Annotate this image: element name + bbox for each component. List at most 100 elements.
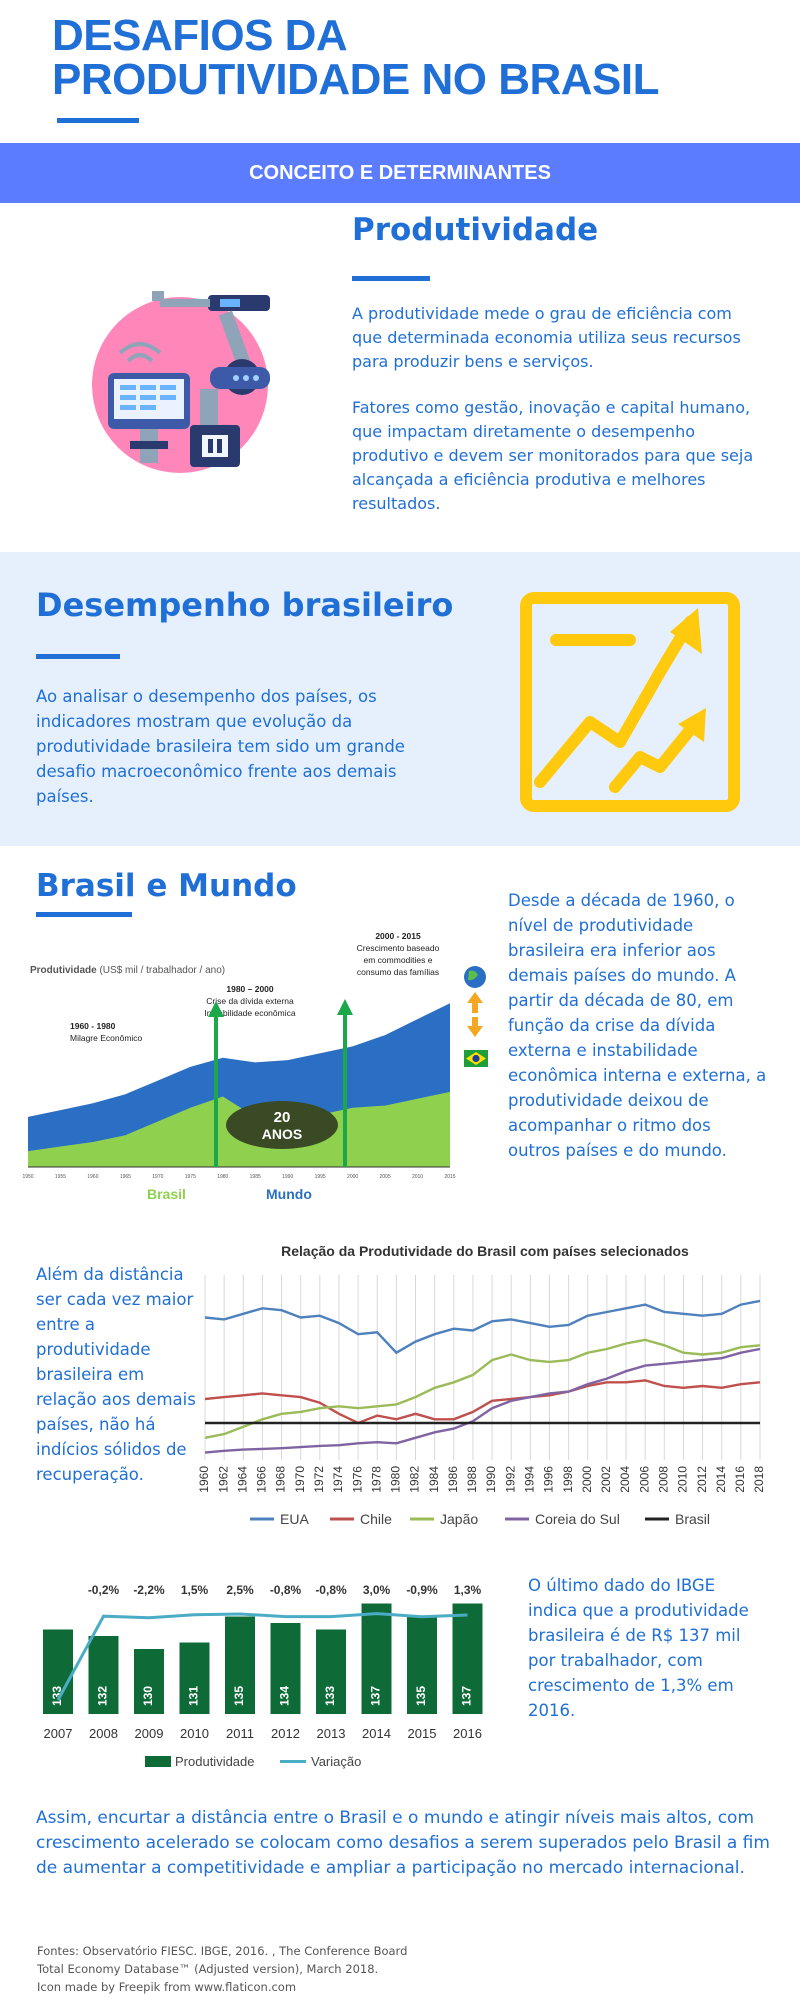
title-line-2: PRODUTIVIDADE NO BRASIL — [52, 55, 659, 104]
bar-label: 132 — [96, 1686, 110, 1706]
conclusao-text: Assim, encurtar a distância entre o Bras… — [36, 1808, 770, 1878]
series-japão — [204, 1338, 761, 1439]
line-x-tick: 2002 — [599, 1466, 613, 1493]
ann-2000-text3: consumo das famílias — [357, 967, 439, 977]
bar-2014 — [361, 1603, 392, 1714]
series-coreia-do-sul — [204, 1347, 761, 1454]
produtividade-heading: Produtividade — [352, 212, 599, 248]
variation-label: -2,2% — [133, 1583, 165, 1597]
series-chile — [204, 1379, 761, 1425]
banner-text: CONCEITO E DETERMINANTES — [249, 162, 551, 184]
legend-label: Brasil — [675, 1511, 710, 1527]
bar-x-tick: 2009 — [135, 1726, 164, 1741]
area-x-tick: 2010 — [412, 1174, 423, 1180]
bar-label: 131 — [187, 1686, 201, 1706]
ann-1980-text2: Instabilidade econômica — [204, 1008, 295, 1018]
ann-2000-text1: Crescimento baseado — [357, 943, 440, 953]
line-x-tick: 1970 — [293, 1466, 307, 1493]
oval-number: 20 — [274, 1109, 291, 1126]
area-x-tick: 1985 — [250, 1174, 261, 1180]
up-arrow-icon — [467, 992, 483, 1013]
desempenho-underline — [36, 654, 120, 659]
growth-chart-icon — [520, 592, 740, 812]
ann-1980-text1: Crise da dívida externa — [206, 996, 294, 1006]
variation-line — [56, 1612, 468, 1701]
line-x-tick: 1988 — [465, 1466, 479, 1493]
line-x-tick: 1976 — [350, 1466, 364, 1493]
area-x-tick: 1960 — [87, 1174, 98, 1180]
line-x-tick: 2000 — [580, 1466, 594, 1493]
variation-label: -0,8% — [270, 1583, 302, 1597]
bar-x-tick: 2008 — [89, 1726, 118, 1741]
area-x-tick: 1995 — [315, 1174, 326, 1180]
bar-x-tick: 2007 — [44, 1726, 73, 1741]
bar-2011 — [225, 1616, 255, 1714]
line-x-tick: 1992 — [503, 1466, 517, 1493]
produtividade-p2: Fatores como gestão, inovação e capital … — [352, 398, 754, 513]
line-x-tick: 1984 — [427, 1466, 441, 1493]
bar-x-tick: 2011 — [226, 1726, 254, 1741]
area-x-tick: 1975 — [185, 1174, 196, 1180]
twenty-years-oval — [226, 1101, 338, 1149]
line-x-tick: 2012 — [695, 1466, 709, 1493]
bar-x-tick: 2013 — [317, 1726, 346, 1741]
variation-label: 2,5% — [226, 1583, 254, 1597]
brasil-mundo-heading: Brasil e Mundo — [36, 868, 297, 904]
produtividade-underline — [352, 276, 430, 281]
line-x-tick: 2016 — [733, 1466, 747, 1493]
oval-text: ANOS — [262, 1126, 302, 1142]
line-x-tick: 1964 — [235, 1466, 249, 1493]
bar-2012 — [270, 1623, 301, 1714]
variation-label: 3,0% — [363, 1583, 391, 1597]
line-x-tick: 1990 — [484, 1466, 498, 1493]
variation-label: -0,8% — [315, 1583, 347, 1597]
area-x-tick: 1955 — [55, 1174, 66, 1180]
bar-label: 137 — [460, 1686, 474, 1706]
bar-label: 130 — [141, 1686, 155, 1706]
ann-1960-title: 1960 - 1980 — [70, 1021, 116, 1031]
series-eua — [204, 1299, 761, 1355]
bar-x-tick: 2016 — [453, 1726, 482, 1741]
bar-label: 133 — [323, 1686, 337, 1706]
variation-label: 1,3% — [454, 1583, 482, 1597]
desempenho-text: Ao analisar o desempenho dos países, os … — [36, 687, 405, 806]
ann-2000-title: 2000 - 2015 — [375, 931, 421, 941]
bar-x-tick: 2010 — [180, 1726, 209, 1741]
ibge-bar-chart: 133 2007 132 2008 -0,2% 130 2009 -2,2% 131 2010 1,… — [43, 1583, 483, 1769]
line-x-tick: 1960 — [197, 1466, 211, 1493]
bar-2008 — [88, 1636, 119, 1714]
footer-line-1: Fontes: Observatório FIESC. IBGE, 2016. … — [37, 1944, 408, 1958]
legend-label: Produtividade — [175, 1754, 255, 1769]
ann-1980-title: 1980 – 2000 — [226, 984, 274, 994]
ann-2000-text2: em commodities e — [364, 955, 433, 965]
line-x-tick: 2008 — [656, 1466, 670, 1493]
line-x-tick: 1994 — [523, 1466, 537, 1493]
area-x-tick: 2000 — [347, 1174, 358, 1180]
line-x-tick: 2010 — [676, 1466, 690, 1493]
area-x-tick: 1990 — [282, 1174, 293, 1180]
line-x-tick: 2018 — [752, 1466, 766, 1493]
footer-line-2: Total Economy Database™ (Adjusted versio… — [37, 1962, 379, 1976]
line-x-tick: 1962 — [216, 1466, 230, 1493]
brasil-mundo-underline — [36, 912, 132, 917]
area-x-tick: 1980 — [217, 1174, 228, 1180]
bar-2013 — [316, 1629, 346, 1714]
bar-2016 — [452, 1603, 483, 1714]
line-chart-title: Relação da Produtividade do Brasil com p… — [281, 1243, 689, 1259]
arrow-1980-head — [208, 1001, 224, 1017]
line-x-tick: 2014 — [714, 1466, 728, 1493]
relacao-line-chart: Relação da Produtividade do Brasil com p… — [197, 1243, 766, 1527]
variation-label: -0,2% — [88, 1583, 120, 1597]
legend-label: Variação — [311, 1754, 361, 1769]
line-x-tick: 1974 — [331, 1466, 345, 1493]
page-title: DESAFIOS DA PRODUTIVIDADE NO BRASIL — [52, 14, 752, 102]
arrow-2000-head — [337, 999, 353, 1015]
title-line-1: DESAFIOS DA — [52, 11, 348, 60]
legend-mundo: Mundo — [266, 1186, 312, 1202]
bar-label: 135 — [414, 1686, 428, 1706]
produtividade-text: A produtividade mede o grau de eficiênci… — [352, 302, 762, 538]
variation-label: 1,5% — [181, 1583, 209, 1597]
line-x-tick: 1980 — [389, 1466, 403, 1493]
bar-x-tick: 2015 — [408, 1726, 437, 1741]
ann-1960-text: Milagre Econômico — [70, 1033, 143, 1043]
